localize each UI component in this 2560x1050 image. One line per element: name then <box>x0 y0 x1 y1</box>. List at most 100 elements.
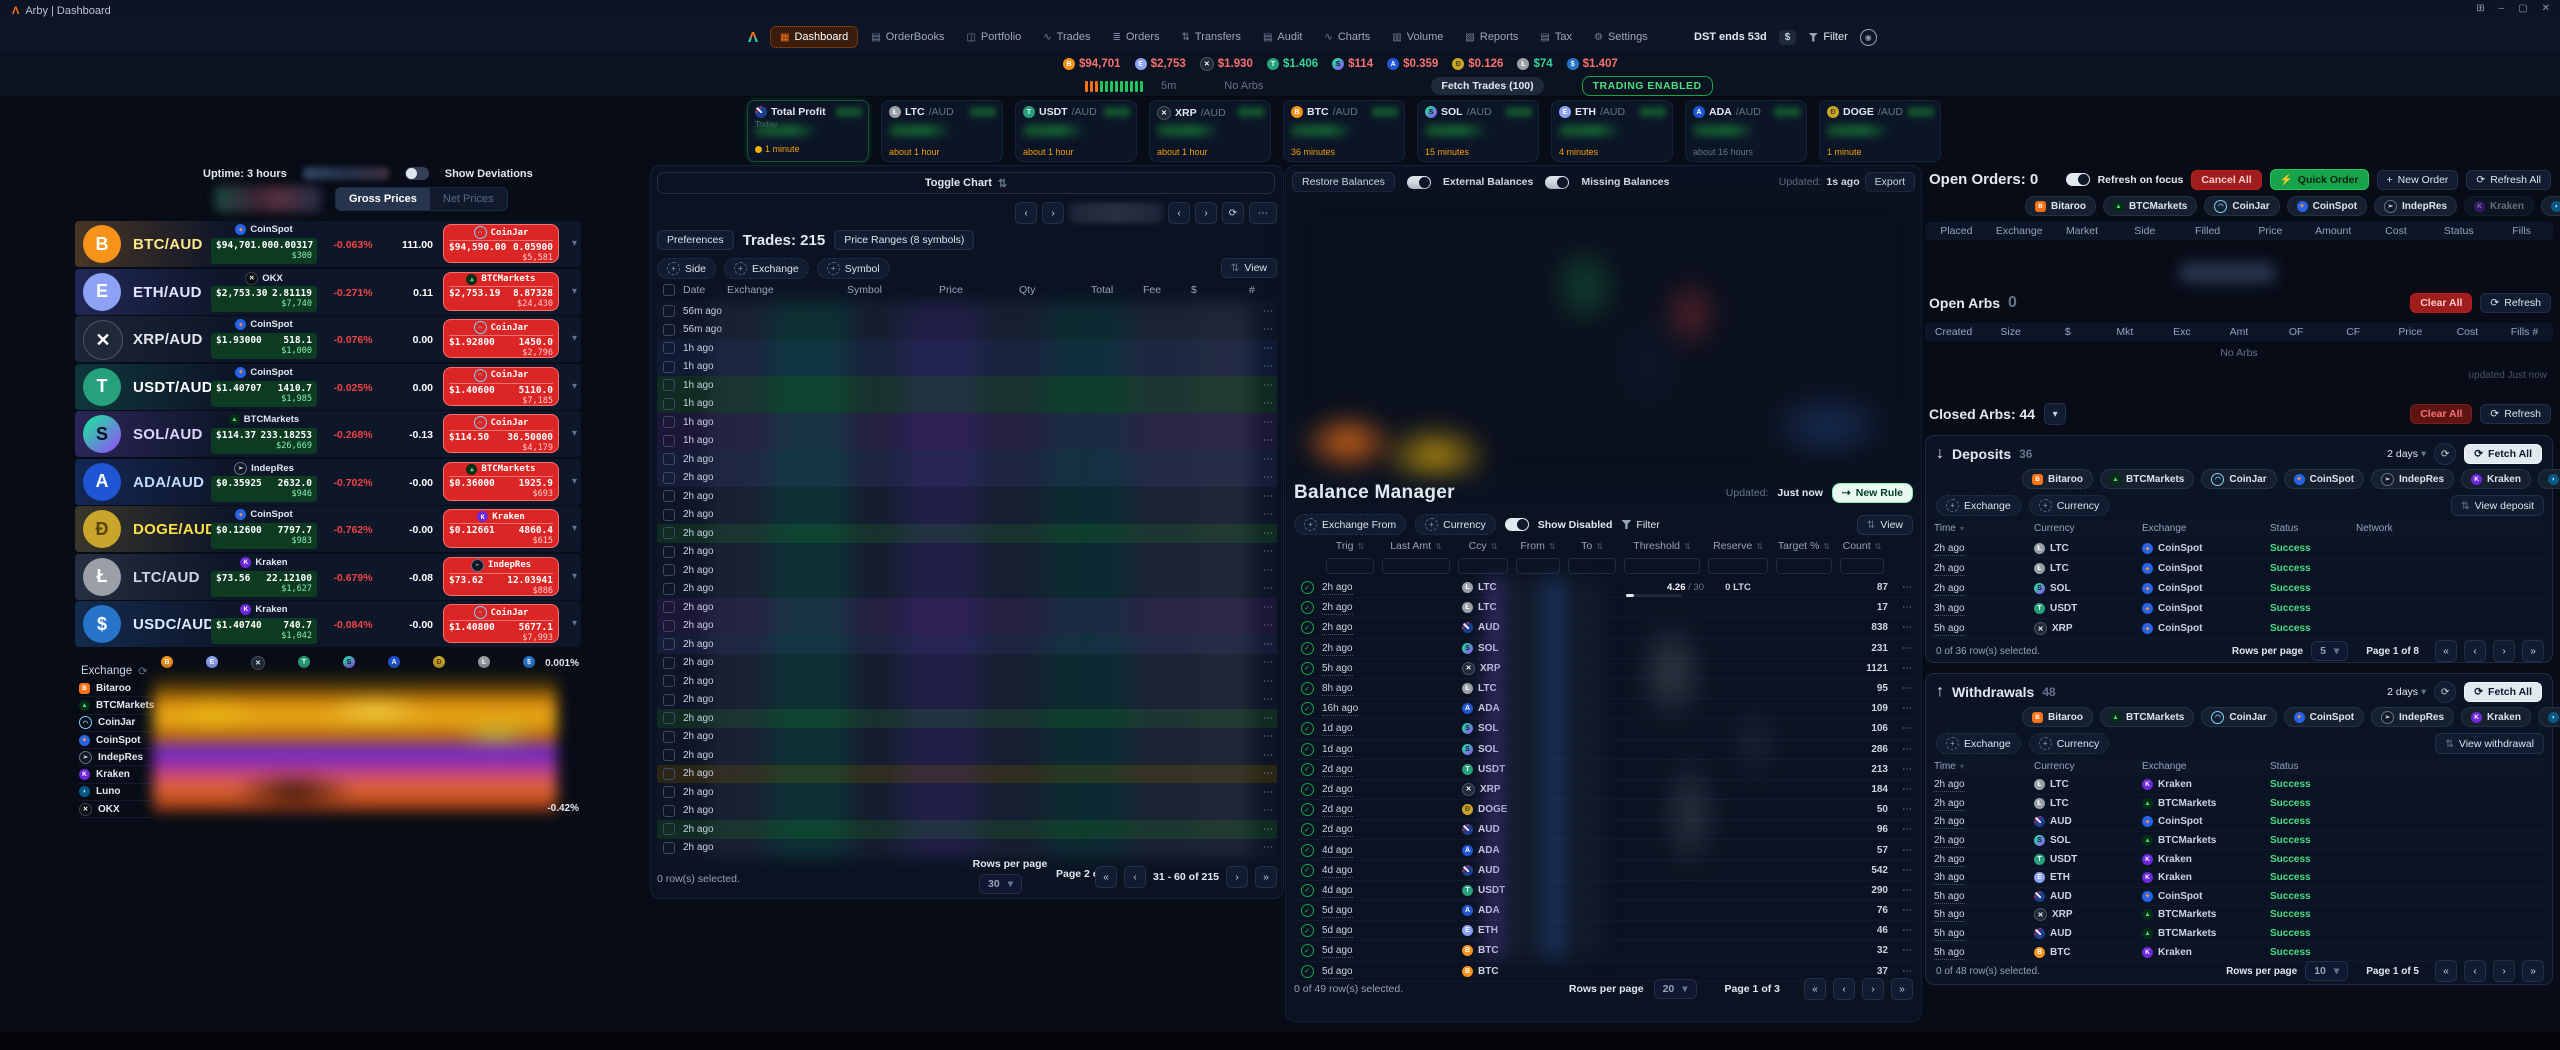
prev-page-button[interactable]: ‹ <box>1833 978 1855 1000</box>
row-menu-icon[interactable]: ⋯ <box>1263 472 1273 484</box>
enabled-check-icon[interactable]: ✓ <box>1300 682 1314 696</box>
nav-item[interactable]: ▤ Audit <box>1254 27 1312 47</box>
withdrawal-row[interactable]: 5h ago AUD ✦ CoinSpot Success <box>1934 888 2546 907</box>
expand-chevron-button[interactable]: ▾ <box>2044 403 2067 425</box>
trade-row[interactable]: 2h ago ⋯ <box>657 450 1277 469</box>
enabled-check-icon[interactable]: ✓ <box>1300 702 1314 716</box>
coin-card[interactable]: Ł LTC /AUD about 1 hour <box>881 100 1003 162</box>
row-checkbox[interactable] <box>663 434 675 447</box>
range-select[interactable]: 2 days ▾ <box>2387 686 2427 698</box>
refresh-icon[interactable]: ⟳ <box>2434 681 2457 703</box>
column-filter-input[interactable] <box>1708 558 1768 574</box>
row-checkbox[interactable] <box>663 675 675 688</box>
global-filter-button[interactable]: Filter <box>1808 31 1848 43</box>
exchange-chip[interactable]: ✦ CoinSpot <box>2283 469 2365 489</box>
window-control-icon[interactable]: – <box>2498 3 2505 14</box>
row-checkbox[interactable] <box>663 323 675 336</box>
row-checkbox[interactable] <box>663 527 675 540</box>
column-header[interactable]: Date <box>683 284 706 296</box>
row-menu-icon[interactable]: ⋯ <box>1902 662 1912 674</box>
prev-icon[interactable]: ‹ <box>1015 202 1037 224</box>
column-header[interactable]: Time ▾ <box>1934 760 1964 772</box>
balance-rule-row[interactable]: ✓ 4d ago A ADA 57 ⋯ <box>1292 840 1915 861</box>
toggle-chart-button[interactable]: Toggle Chart ⇅ <box>657 172 1275 194</box>
trade-row[interactable]: 1h ago ⋯ <box>657 394 1277 413</box>
enabled-check-icon[interactable]: ✓ <box>1300 722 1314 736</box>
next-icon[interactable]: › <box>1042 202 1064 224</box>
trade-row[interactable]: 2h ago ⋯ <box>657 524 1277 543</box>
balance-rule-row[interactable]: ✓ 2h ago Ł LTC 4.26 / 30 0 LTC 87 <box>1292 578 1915 599</box>
enabled-check-icon[interactable]: ✓ <box>1300 823 1314 837</box>
exchange-chip[interactable]: ✦ CoinSpot <box>2286 196 2368 216</box>
column-header[interactable]: Currency <box>2034 522 2075 534</box>
enabled-check-icon[interactable]: ✓ <box>1300 944 1314 958</box>
sell-quote-box[interactable]: ◠ CoinJar $1.40600 5110.0 $7,185 <box>443 366 559 406</box>
row-checkbox[interactable] <box>663 638 675 651</box>
deposit-row[interactable]: 2h ago Ł LTC ✦ CoinSpot Success <box>1934 539 2546 559</box>
last-page-button[interactable]: » <box>1255 866 1277 888</box>
preferences-button[interactable]: Preferences <box>657 230 734 250</box>
row-menu-icon[interactable]: ⋯ <box>1902 703 1912 715</box>
sell-quote-box[interactable]: ◠ CoinJar $1.92800 1450.0 $2,796 <box>443 319 559 358</box>
price-ranges-button[interactable]: Price Ranges (8 symbols) <box>834 230 975 250</box>
row-menu-icon[interactable]: ⋯ <box>1902 884 1912 896</box>
first-page-button[interactable]: « <box>2435 640 2457 662</box>
balance-rule-row[interactable]: ✓ 8h ago Ł LTC 95 ⋯ <box>1292 679 1915 700</box>
first-page-button[interactable]: « <box>1095 866 1118 888</box>
prev-page-button[interactable]: ‹ <box>2464 960 2486 982</box>
trade-row[interactable]: 2h ago ⋯ <box>657 505 1277 524</box>
row-menu-icon[interactable]: ⋯ <box>1902 824 1912 836</box>
range-select[interactable]: 2 days ▾ <box>2387 448 2427 460</box>
deposit-row[interactable]: 2h ago S SOL ✦ CoinSpot Success <box>1934 579 2546 599</box>
enabled-check-icon[interactable]: ✓ <box>1300 762 1314 776</box>
balance-rule-row[interactable]: ✓ 2h ago Ł LTC 17 ⋯ <box>1292 598 1915 619</box>
trade-row[interactable]: 2h ago ⋯ <box>657 653 1277 672</box>
balance-rule-row[interactable]: ✓ 4d ago T USDT 290 ⋯ <box>1292 881 1915 901</box>
exchange-chip[interactable]: ➢ IndepRes <box>2371 707 2455 727</box>
row-menu-icon[interactable]: ⋯ <box>1263 620 1273 632</box>
next-page-button[interactable]: › <box>2493 960 2515 982</box>
row-menu-icon[interactable]: ⋯ <box>1902 763 1912 775</box>
sort-icon[interactable]: ⇅ <box>1435 541 1442 551</box>
row-checkbox[interactable] <box>663 416 675 429</box>
sort-icon[interactable]: ⇅ <box>1357 541 1365 551</box>
sell-quote-box[interactable]: K Kraken $0.12661 4860.4 $615 <box>443 509 559 548</box>
withdrawal-row[interactable]: 5h ago B BTC K Kraken Success <box>1934 943 2546 962</box>
coin-card[interactable]: ✕ XRP /AUD about 1 hour <box>1149 100 1271 162</box>
column-header[interactable]: Time ▾ <box>1934 522 1964 534</box>
column-header[interactable]: Fills # <box>2510 326 2539 338</box>
chevron-down-icon[interactable]: ▾ <box>571 285 577 297</box>
column-header[interactable]: OF <box>2288 326 2304 338</box>
trade-row[interactable]: 2h ago ⋯ <box>657 838 1277 857</box>
exchange-chip[interactable]: ▲ BTCMarkets <box>2100 469 2195 489</box>
refresh-icon[interactable]: ⟳ <box>138 666 148 678</box>
last-page-button[interactable]: » <box>2522 960 2544 982</box>
withdrawal-row[interactable]: 2h ago S SOL ▲ BTCMarkets Success <box>1934 832 2546 851</box>
row-menu-icon[interactable]: ⋯ <box>1263 601 1273 613</box>
exchange-chip[interactable]: ▲ BTCMarkets <box>2103 196 2198 216</box>
sell-quote-box[interactable]: ▲ BTCMarkets $0.36000 1925.9 $693 <box>443 461 559 501</box>
column-header[interactable]: Count ⇅ <box>1842 540 1882 552</box>
sort-icon[interactable]: ⇅ <box>1874 541 1882 551</box>
row-menu-icon[interactable]: ⋯ <box>1263 823 1273 835</box>
coin-card[interactable]: S SOL /AUD 15 minutes <box>1417 100 1539 162</box>
ticker-item[interactable]: E $2,753 <box>1134 57 1186 71</box>
column-header[interactable]: Fills <box>2512 225 2531 237</box>
sell-quote-box[interactable]: ▲ BTCMarkets $2,753.19 8.87328 $24,430 <box>443 271 559 311</box>
balance-rule-row[interactable]: ✓ 5d ago E ETH 46 ⋯ <box>1292 921 1915 942</box>
row-checkbox[interactable] <box>663 730 675 743</box>
column-header[interactable]: Last Amt ⇅ <box>1390 540 1442 552</box>
view-options-button[interactable]: ⇅ View <box>1220 258 1277 278</box>
trade-row[interactable]: 2h ago ⋯ <box>657 764 1277 783</box>
watchlist-row[interactable]: B BTC/AUD ✦ CoinSpot $94,701.00 0.00317 $… <box>75 221 581 267</box>
exchange-chip[interactable]: B Bitaroo <box>2022 707 2093 727</box>
ticker-item[interactable]: Ł $74 <box>1517 57 1553 71</box>
row-checkbox[interactable] <box>663 490 675 503</box>
heatmap-exchange-row[interactable]: B Bitaroo <box>79 680 151 698</box>
deposit-row[interactable]: 3h ago T USDT ✦ CoinSpot Success <box>1934 599 2546 619</box>
refresh-button[interactable]: ⟳ Refresh <box>2480 293 2551 313</box>
watchlist-row[interactable]: ✕ XRP/AUD ✦ CoinSpot $1.93000 518.1 $1,00… <box>75 316 581 362</box>
row-menu-icon[interactable]: ⋯ <box>1263 509 1273 521</box>
buy-quote-box[interactable]: $1.40707 1410.7 $1,985 <box>211 380 317 407</box>
row-menu-icon[interactable]: ⋯ <box>1263 361 1273 373</box>
